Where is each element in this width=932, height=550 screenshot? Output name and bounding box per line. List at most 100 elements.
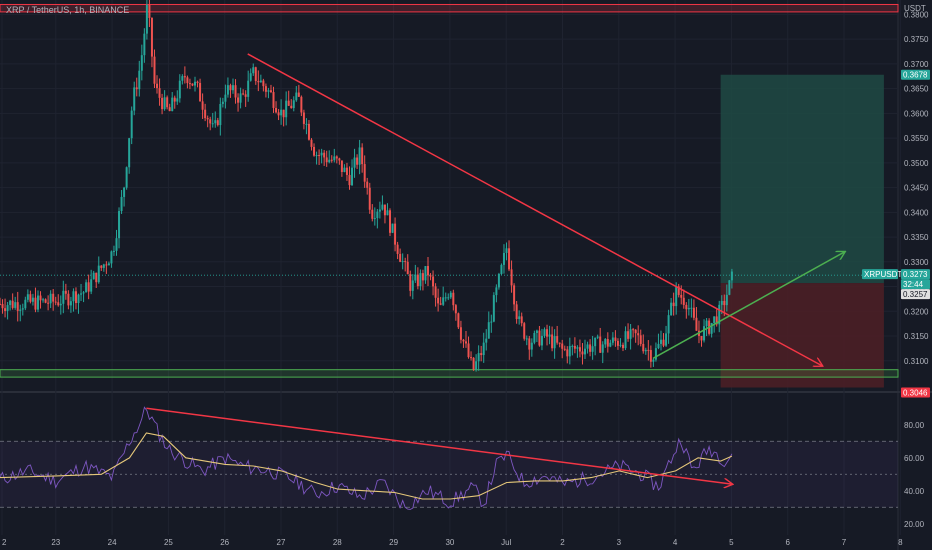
candle-body <box>371 209 374 219</box>
candle-body <box>525 338 528 340</box>
candle-body <box>214 120 217 124</box>
candle-body <box>457 313 460 328</box>
candle-body <box>649 350 652 362</box>
candle-body <box>568 346 571 357</box>
y-tick-label: 0.3800 <box>904 10 929 19</box>
candle-body <box>204 109 207 119</box>
candle-body <box>168 107 171 112</box>
candle-body <box>231 85 234 91</box>
horizontal-levels <box>0 3 899 378</box>
candle-body <box>611 337 614 343</box>
candle-body <box>449 292 452 298</box>
candle-body <box>528 338 531 350</box>
candle-body <box>416 274 419 287</box>
candle-body <box>411 280 414 291</box>
trendlines[interactable] <box>247 53 845 366</box>
candle-body <box>90 279 93 292</box>
candle-body <box>82 292 85 294</box>
resistance-level[interactable] <box>0 3 899 13</box>
candlestick-series <box>0 0 733 372</box>
price-tag-bg <box>862 269 898 280</box>
candle-body <box>29 294 32 302</box>
candle-body <box>665 333 668 346</box>
candle-body <box>718 304 721 325</box>
candle-body <box>492 295 495 322</box>
candle-body <box>194 81 197 86</box>
candle-body <box>576 347 579 349</box>
candle-body <box>115 238 118 251</box>
candle-body <box>24 299 27 309</box>
candle-body <box>140 55 143 71</box>
candle-body <box>320 152 323 156</box>
candle-body <box>500 264 503 274</box>
candle-body <box>97 265 100 283</box>
candle-body <box>690 307 693 309</box>
candle-body <box>477 353 480 362</box>
candle-body <box>333 156 336 161</box>
ascending-support-trendline[interactable] <box>652 252 844 359</box>
candle-body <box>353 157 356 168</box>
candle-body <box>639 335 642 344</box>
x-tick-label: 30 <box>445 538 454 547</box>
y-tick-label: 0.3750 <box>904 35 929 44</box>
candle-body <box>171 97 174 112</box>
candle-body <box>561 343 564 349</box>
candle-body <box>429 275 432 277</box>
candle-body <box>259 80 262 83</box>
candle-body <box>216 120 219 126</box>
candle-body <box>351 167 354 186</box>
candle-body <box>424 266 427 281</box>
candle-body <box>439 303 442 305</box>
position-zones <box>720 74 884 388</box>
candle-body <box>315 155 318 157</box>
candle-body <box>637 333 640 336</box>
candle-body <box>434 286 437 298</box>
candle-body <box>591 346 594 352</box>
candle-body <box>601 344 604 353</box>
y-tick-label: 0.3700 <box>904 60 929 69</box>
candle-body <box>546 329 549 337</box>
candle-body <box>495 287 498 296</box>
support-level[interactable] <box>0 369 899 378</box>
candle-body <box>464 341 467 344</box>
candle-body <box>133 87 136 111</box>
candle-body <box>330 159 333 161</box>
candle-body <box>535 330 538 334</box>
candle-body <box>302 112 305 124</box>
candle-body <box>644 349 647 352</box>
candle-body <box>100 265 103 268</box>
candle-body <box>178 80 181 99</box>
candle-body <box>224 94 227 102</box>
candle-body <box>662 339 665 346</box>
descending-resistance-trendline[interactable] <box>247 53 822 366</box>
candle-body <box>409 274 412 291</box>
candle-body <box>247 80 250 97</box>
candle-body <box>401 261 404 263</box>
price-tag-label: 32:44 <box>903 280 924 289</box>
candle-body <box>57 302 60 306</box>
candle-body <box>594 337 597 347</box>
candle-body <box>472 357 475 370</box>
candle-body <box>508 248 511 270</box>
candle-body <box>728 280 731 295</box>
candle-body <box>221 101 224 104</box>
candle-body <box>378 209 381 212</box>
candle-body <box>9 300 12 306</box>
x-tick-label: 2 <box>2 538 7 547</box>
candle-body <box>558 342 561 344</box>
symbol-title[interactable]: XRP / TetherUS, 1h, BINANCE <box>6 5 130 15</box>
candle-body <box>156 83 159 89</box>
candle-body <box>419 273 422 287</box>
y-tick-label: 0.3350 <box>904 233 929 242</box>
candle-body <box>599 336 602 353</box>
candle-body <box>414 274 417 281</box>
candle-body <box>632 329 635 331</box>
x-tick-label: 28 <box>333 538 342 547</box>
candle-body <box>571 345 574 347</box>
candle-body <box>307 123 310 140</box>
candle-body <box>282 109 285 118</box>
price-tag-bg <box>901 289 930 300</box>
rsi-divergence-trendline[interactable] <box>146 407 732 484</box>
candle-body <box>4 308 7 311</box>
